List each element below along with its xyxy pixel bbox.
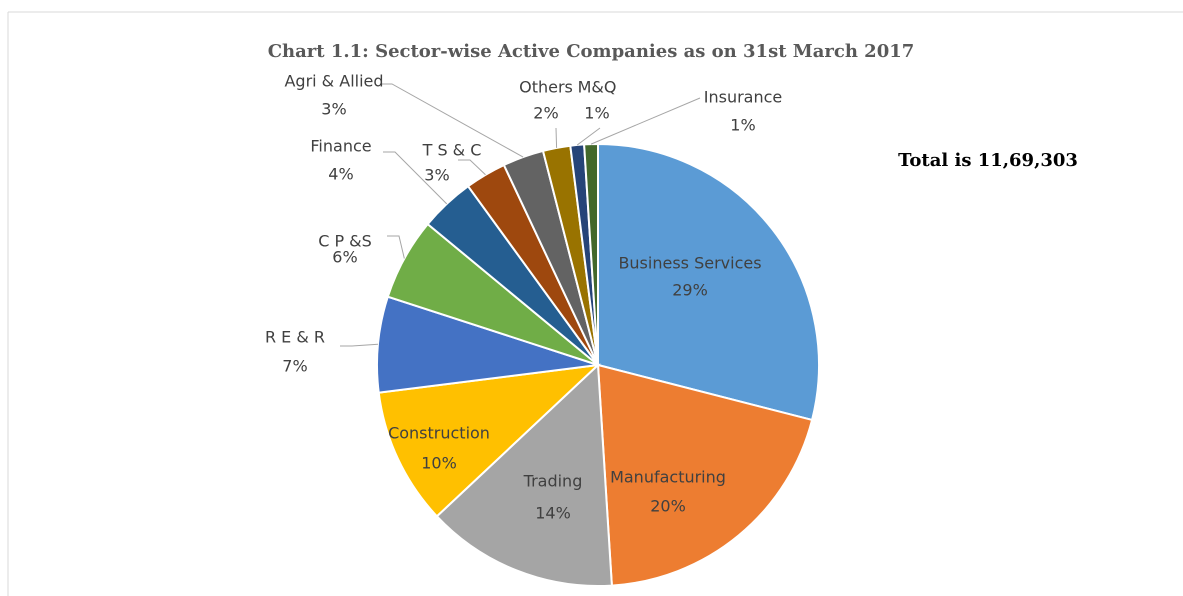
pie-slice <box>596 363 814 587</box>
slice-label: Construction <box>388 424 490 443</box>
slice-label: Manufacturing <box>610 468 726 487</box>
annotation: Total is 11,69,303 <box>898 150 1078 171</box>
slice-label: Insurance <box>704 88 783 107</box>
slice-value-label: 6% <box>332 248 357 267</box>
slice-label: Business Services <box>618 254 761 273</box>
pie-slice <box>377 363 601 518</box>
slice-value-label: 3% <box>321 100 346 119</box>
slice-label: C P &S <box>318 232 372 251</box>
slice-label: R E & R <box>265 328 325 347</box>
slice-label: T S & C <box>422 141 482 160</box>
slice-label: Others <box>519 78 573 97</box>
slice-value-label: 20% <box>650 497 686 516</box>
slice-value-label: 29% <box>672 281 708 300</box>
slice-value-label: 10% <box>421 454 457 473</box>
leader-line <box>590 97 701 145</box>
leader-line <box>555 127 558 148</box>
slice-value-label: 1% <box>730 116 755 135</box>
leader-line <box>383 151 448 205</box>
slice-label: M&Q <box>578 78 617 97</box>
leader-line <box>576 127 601 146</box>
slice-value-label: 7% <box>282 357 307 376</box>
slice-value-label: 4% <box>328 165 353 184</box>
pie-slice <box>597 142 820 422</box>
leader-line <box>380 83 524 158</box>
leader-line <box>458 159 486 176</box>
slice-label: Agri & Allied <box>284 72 383 91</box>
leader-line <box>340 343 379 347</box>
leader-line <box>387 235 405 259</box>
slice-label: Finance <box>310 137 371 156</box>
slice-value-label: 1% <box>584 104 609 123</box>
slice-value-label: 2% <box>533 104 558 123</box>
slice-value-label: 3% <box>424 166 449 185</box>
chart-title: Chart 1.1: Sector-wise Active Companies … <box>268 41 915 62</box>
slice-value-label: 14% <box>535 504 571 523</box>
pie-slice <box>583 142 599 366</box>
slice-label: Trading <box>523 472 583 491</box>
pie-slice <box>435 362 613 587</box>
